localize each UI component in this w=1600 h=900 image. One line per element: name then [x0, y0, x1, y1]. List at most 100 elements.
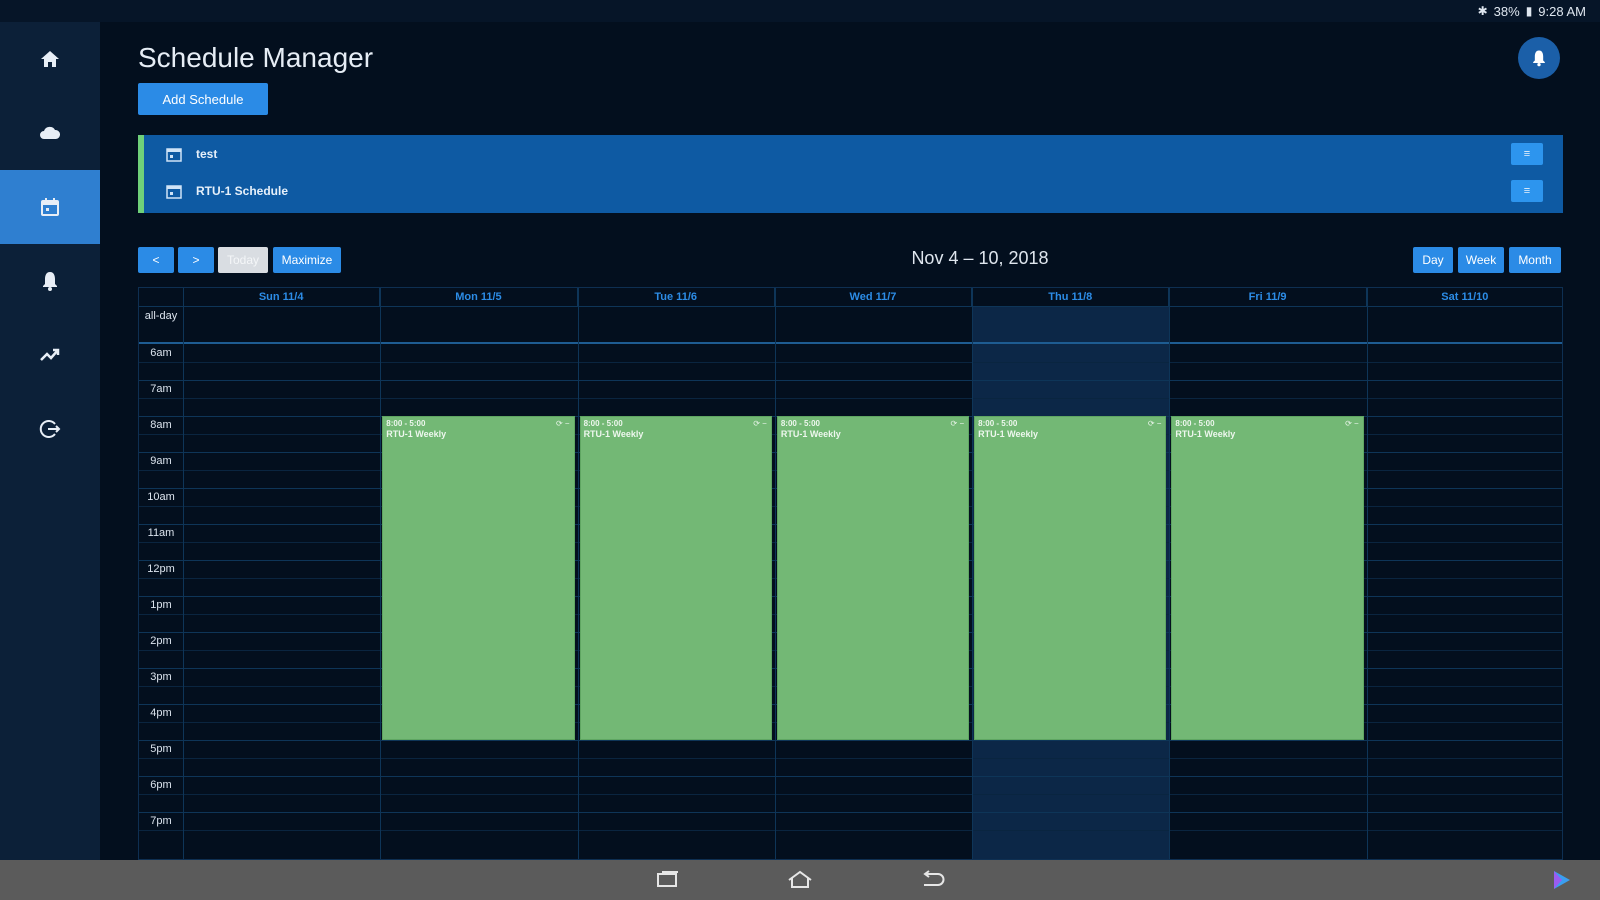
- time-label: 9am: [150, 455, 172, 467]
- time-label: 1pm: [150, 599, 172, 611]
- sidebar-item-trends[interactable]: [0, 318, 100, 392]
- time-label: 12pm: [147, 563, 175, 575]
- repeat-icon: ⟳ −: [753, 419, 767, 428]
- column-line: [577, 288, 579, 859]
- repeat-icon: ⟳ −: [555, 419, 570, 428]
- battery-icon: ▮: [1525, 4, 1533, 18]
- battery-level: 38%: [1493, 3, 1520, 19]
- calendar-icon: [166, 147, 182, 162]
- date-range-title: Nov 4 – 10, 2018: [911, 248, 1049, 268]
- event-title: RTU-1 Weekly: [978, 429, 1038, 439]
- column-line: [1366, 288, 1368, 859]
- event-title: RTU-1 Weekly: [1175, 429, 1236, 439]
- day-header[interactable]: Mon 11/5: [380, 288, 578, 306]
- column-line: [1169, 288, 1171, 859]
- calendar-event[interactable]: 8:00 - 5:00 RTU-1 Weekly ⟳ −: [776, 416, 970, 740]
- repeat-icon: ⟳ −: [950, 419, 965, 428]
- event-time: 8:00 - 5:00: [583, 419, 623, 428]
- bell-icon: [43, 272, 57, 291]
- day-header[interactable]: Wed 11/7: [775, 288, 973, 306]
- recent-apps-button[interactable]: [654, 868, 682, 892]
- logout-icon: [39, 420, 61, 438]
- time-label: 6pm: [150, 779, 172, 791]
- schedule-item[interactable]: test ≡: [144, 135, 1563, 172]
- grid-line: [139, 342, 1562, 344]
- main-content: Schedule Manager Add Schedule test ≡ RTU…: [100, 22, 1600, 860]
- grid-line: [139, 776, 1562, 777]
- notifications-button[interactable]: [1518, 37, 1560, 79]
- day-header[interactable]: Tue 11/6: [578, 288, 775, 306]
- sidebar-item-logout[interactable]: [0, 392, 100, 466]
- add-schedule-button[interactable]: Add Schedule: [138, 83, 268, 115]
- clock: 9:28 AM: [1538, 3, 1586, 19]
- status-bar: ✱ 38% ▮ 9:28 AM: [0, 0, 1600, 22]
- time-label: 11am: [147, 527, 175, 539]
- all-day-label: all-day: [144, 310, 178, 322]
- grid-line: [139, 362, 1562, 363]
- menu-icon: ≡: [1523, 185, 1531, 197]
- next-week-button[interactable]: >: [178, 247, 214, 273]
- schedule-menu-button[interactable]: ≡: [1511, 180, 1543, 202]
- time-label: 8am: [150, 419, 172, 431]
- sidebar-item-home[interactable]: [0, 22, 100, 96]
- sidebar: [0, 22, 100, 860]
- calendar-event[interactable]: 8:00 - 5:00 RTU-1 Weekly ⟳ −: [579, 416, 772, 740]
- day-header[interactable]: Sun 11/4: [183, 288, 381, 306]
- repeat-icon: ⟳ −: [1345, 419, 1359, 428]
- schedule-menu-button[interactable]: ≡: [1511, 143, 1543, 165]
- event-time: 8:00 - 5:00: [780, 419, 820, 428]
- play-store-icon: [1554, 871, 1570, 889]
- grid-line: [139, 740, 1562, 741]
- back-icon: [923, 870, 945, 886]
- time-label: 7am: [150, 383, 172, 395]
- time-label: 3pm: [150, 671, 172, 683]
- calendar-event[interactable]: 8:00 - 5:00 RTU-1 Weekly ⟳ −: [1171, 416, 1364, 740]
- repeat-icon: ⟳ −: [1147, 419, 1162, 428]
- recent-apps-icon: [657, 871, 678, 887]
- home-icon: [788, 870, 812, 888]
- day-header[interactable]: Thu 11/8: [972, 288, 1170, 306]
- play-store-button[interactable]: [1548, 868, 1576, 892]
- event-title: RTU-1 Weekly: [780, 429, 841, 439]
- schedule-name: test: [196, 146, 218, 161]
- column-line: [380, 288, 382, 859]
- calendar-icon: [166, 184, 182, 199]
- maximize-button[interactable]: Maximize: [273, 247, 341, 273]
- grid-line: [139, 380, 1562, 381]
- time-label: 7pm: [150, 815, 172, 827]
- calendar-event[interactable]: 8:00 - 5:00 RTU-1 Weekly ⟳ −: [974, 416, 1167, 740]
- month-view-button[interactable]: Month: [1509, 247, 1561, 273]
- grid-line: [139, 830, 1562, 831]
- schedule-list: test ≡ RTU-1 Schedule ≡: [138, 135, 1563, 213]
- event-title: RTU-1 Weekly: [386, 429, 447, 439]
- grid-line: [139, 306, 1562, 307]
- sidebar-item-schedule[interactable]: [0, 170, 100, 244]
- calendar-event[interactable]: 8:00 - 5:00 RTU-1 Weekly ⟳ −: [382, 416, 575, 740]
- time-label: 2pm: [150, 635, 172, 647]
- home-button[interactable]: [786, 868, 814, 892]
- day-header[interactable]: Sat 11/10: [1367, 288, 1562, 306]
- back-button[interactable]: [918, 868, 946, 892]
- grid-line: [139, 812, 1562, 813]
- grid-line: [139, 794, 1562, 795]
- sidebar-item-cloud[interactable]: [0, 96, 100, 170]
- today-button[interactable]: Today: [218, 247, 268, 273]
- event-time: 8:00 - 5:00: [978, 419, 1018, 428]
- event-time: 8:00 - 5:00: [386, 419, 426, 428]
- cloud-icon: [40, 126, 61, 139]
- schedule-name: RTU-1 Schedule: [196, 183, 289, 198]
- calendar-icon: [41, 198, 59, 216]
- schedule-item[interactable]: RTU-1 Schedule ≡: [144, 172, 1563, 209]
- sidebar-item-alarms[interactable]: [0, 244, 100, 318]
- grid-line: [139, 398, 1562, 399]
- bell-icon: [1533, 50, 1545, 67]
- home-icon: [41, 51, 59, 67]
- event-title: RTU-1 Weekly: [583, 429, 644, 439]
- day-header[interactable]: Fri 11/9: [1169, 288, 1367, 306]
- event-time: 8:00 - 5:00: [1175, 419, 1215, 428]
- day-view-button[interactable]: Day: [1413, 247, 1453, 273]
- page-title: Schedule Manager: [138, 42, 374, 73]
- time-label: 4pm: [150, 707, 172, 719]
- week-view-button[interactable]: Week: [1458, 247, 1504, 273]
- prev-week-button[interactable]: <: [138, 247, 174, 273]
